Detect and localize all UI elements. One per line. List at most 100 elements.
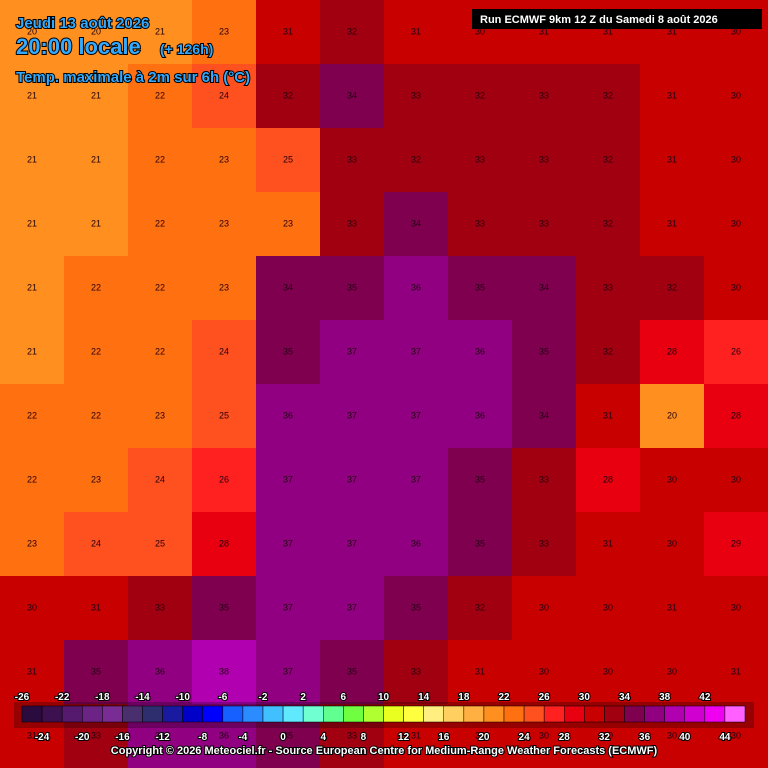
temperature-label: 24	[91, 538, 101, 548]
forecast-date: Jeudi 13 août 2026	[16, 15, 149, 32]
legend-swatch	[383, 705, 404, 723]
temperature-cell	[128, 512, 193, 577]
temperature-cell	[704, 64, 768, 129]
temperature-label: 32	[283, 90, 293, 100]
temperature-label: 26	[731, 346, 741, 356]
temperature-label: 37	[283, 666, 293, 676]
temperature-cell	[64, 640, 129, 705]
temperature-cell	[64, 448, 129, 513]
temperature-label: 22	[27, 410, 37, 420]
legend-label: 22	[498, 692, 510, 703]
temperature-cell	[320, 0, 385, 65]
legend-label: 26	[539, 692, 551, 703]
temperature-cell	[128, 192, 193, 257]
temperature-label: 22	[27, 474, 37, 484]
temperature-label: 23	[219, 26, 229, 36]
legend-swatch	[21, 705, 43, 723]
temperature-label: 30	[475, 26, 485, 36]
temperature-label: 37	[411, 410, 421, 420]
temperature-label: 31	[667, 154, 677, 164]
temperature-label: 35	[283, 346, 293, 356]
temperature-label: 31	[603, 538, 613, 548]
temperature-label: 30	[603, 666, 613, 676]
temperature-label: 33	[539, 538, 549, 548]
temperature-label: 26	[219, 474, 229, 484]
temperature-cell	[512, 64, 577, 129]
temperature-cell	[704, 448, 768, 513]
temperature-cell	[320, 640, 385, 705]
temperature-label: 36	[219, 730, 229, 740]
legend-swatch	[262, 705, 284, 723]
legend-label: -20	[75, 732, 90, 743]
temperature-cell	[512, 256, 577, 321]
temperature-label: 37	[347, 346, 357, 356]
temperature-label: 22	[91, 346, 101, 356]
temperature-cell	[448, 128, 513, 193]
temperature-cell	[128, 0, 193, 65]
legend-label: 32	[599, 732, 611, 743]
temperature-label: 30	[731, 26, 741, 36]
temperature-label: 32	[667, 282, 677, 292]
temperature-label: 30	[731, 218, 741, 228]
temperature-label: 31	[411, 730, 421, 740]
temperature-cell	[704, 192, 768, 257]
legend-swatch	[624, 705, 645, 723]
temperature-cell	[320, 128, 385, 193]
temperature-label: 33	[411, 90, 421, 100]
temperature-label: 30	[731, 90, 741, 100]
temperature-cell	[448, 576, 513, 641]
parameter: Temp. maximale à 2m sur 6h (°C)	[16, 69, 250, 86]
legend-label: 16	[438, 732, 450, 743]
legend-swatch	[202, 705, 224, 723]
temperature-label: 33	[475, 218, 485, 228]
temperature-cell	[128, 384, 193, 449]
temperature-label: 21	[27, 282, 37, 292]
temperature-cell	[576, 320, 641, 385]
legend-label: 40	[679, 732, 691, 743]
legend-swatch	[61, 705, 83, 723]
temperature-cell	[384, 64, 449, 129]
legend-swatch	[142, 705, 163, 723]
temperature-cell	[576, 512, 641, 577]
temperature-cell	[320, 448, 385, 513]
legend-label: 38	[659, 692, 671, 703]
legend-label: 24	[519, 732, 531, 743]
temperature-label: 23	[219, 154, 229, 164]
legend-label: 42	[699, 692, 711, 703]
legend-swatch	[704, 705, 726, 723]
temperature-label: 30	[539, 602, 549, 612]
temperature-cell	[64, 0, 129, 65]
temperature-cell	[448, 640, 513, 705]
temperature-cell	[640, 640, 705, 705]
temperature-cell	[0, 576, 65, 641]
temperature-cell	[0, 320, 65, 385]
legend-label: -26	[15, 692, 30, 703]
temperature-label: 32	[347, 26, 357, 36]
temperature-label: 35	[475, 282, 485, 292]
temperature-cell	[384, 384, 449, 449]
temperature-cell	[448, 448, 513, 513]
legend-swatch	[41, 705, 63, 723]
temperature-label: 34	[411, 218, 421, 228]
temperature-cell	[704, 576, 768, 641]
temperature-label: 35	[475, 538, 485, 548]
temperature-cell	[512, 448, 577, 513]
temperature-cell	[384, 256, 449, 321]
temperature-cell	[128, 640, 193, 705]
temperature-cell	[576, 256, 641, 321]
temperature-label: 34	[347, 90, 357, 100]
temperature-label: 33	[347, 218, 357, 228]
legend-label: -22	[55, 692, 70, 703]
temperature-label: 37	[347, 602, 357, 612]
temperature-label: 23	[219, 282, 229, 292]
temperature-cell	[704, 320, 768, 385]
legend-swatch	[564, 705, 585, 723]
temperature-cell	[512, 320, 577, 385]
temperature-cell	[384, 512, 449, 577]
temperature-cell	[640, 128, 705, 193]
temperature-cell	[256, 64, 321, 129]
temperature-cell	[64, 384, 129, 449]
temperature-label: 35	[539, 346, 549, 356]
temperature-cell	[256, 576, 321, 641]
temperature-cell	[640, 448, 705, 513]
